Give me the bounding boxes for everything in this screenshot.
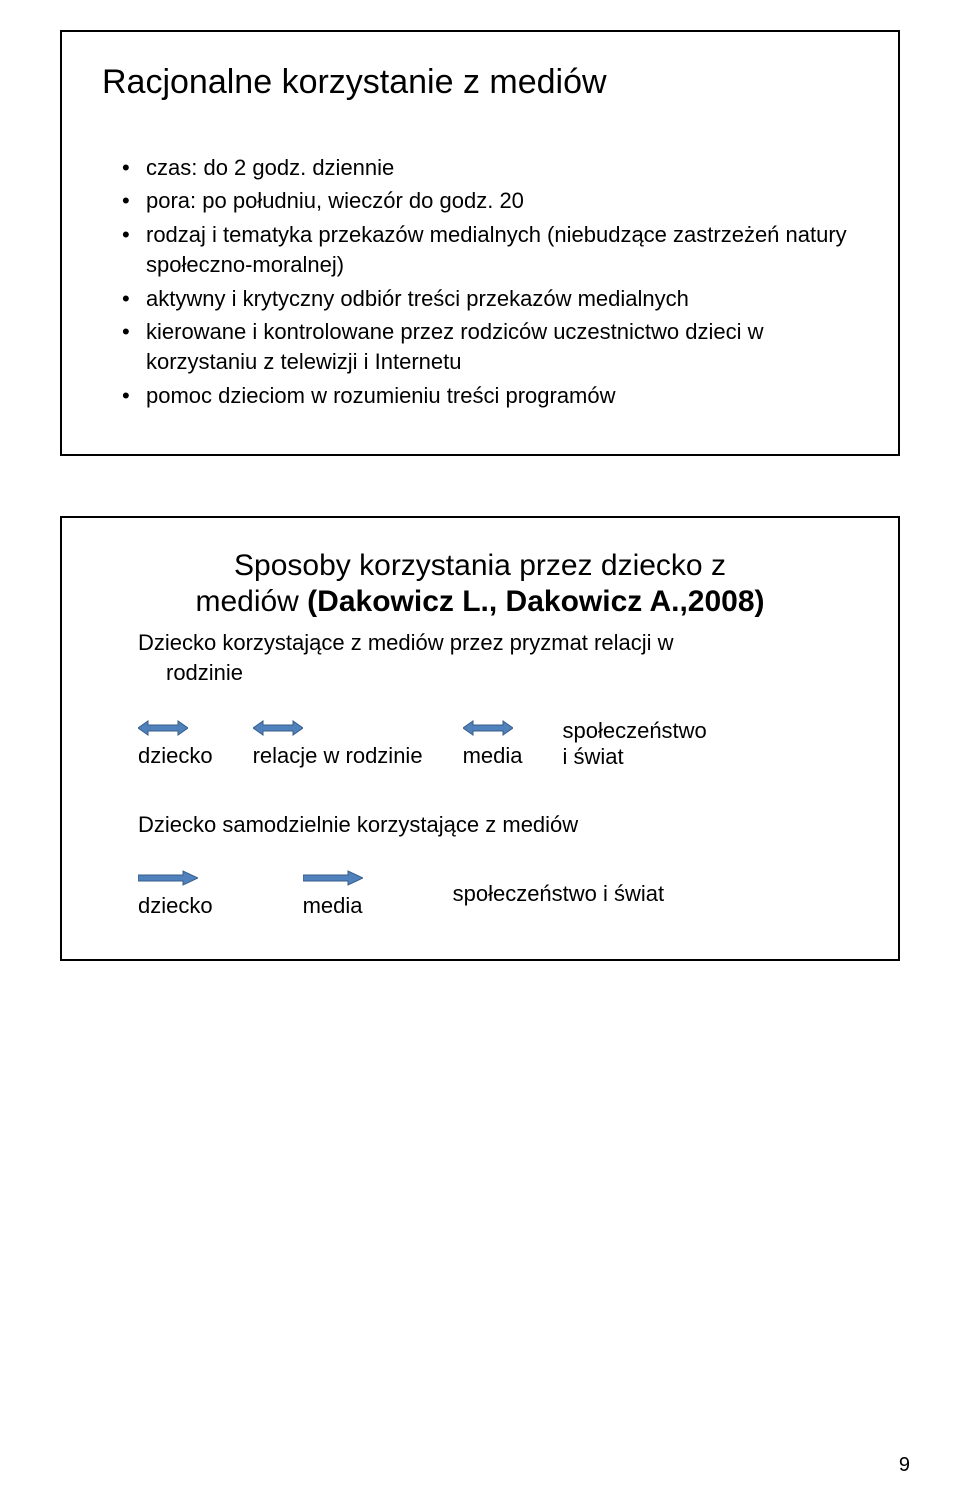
slide2-title: Sposoby korzystania przez dziecko z medi… xyxy=(102,548,858,620)
page: Racjonalne korzystanie z mediów czas: do… xyxy=(0,0,960,1497)
page-number: 9 xyxy=(899,1454,910,1477)
row1-cell-3: media xyxy=(463,719,523,769)
list-item: pora: po południu, wieczór do godz. 20 xyxy=(122,186,858,216)
slide2-subtitle-indent: rodzinie xyxy=(138,658,858,688)
double-arrow-icon xyxy=(138,719,188,737)
slide-1: Racjonalne korzystanie z mediów czas: do… xyxy=(60,30,900,456)
list-item: czas: do 2 godz. dziennie xyxy=(122,153,858,183)
row2-label-2: media xyxy=(303,893,363,919)
right-arrow-icon xyxy=(303,869,363,887)
slide-2: Sposoby korzystania przez dziecko z medi… xyxy=(60,516,900,961)
row1-cell-2: relacje w rodzinie xyxy=(253,719,423,769)
row2-cell-1: dziecko xyxy=(138,869,213,919)
slide2-title-line2-bold: (Dakowicz L., Dakowicz A.,2008) xyxy=(307,585,764,618)
row2-cell-3: społeczeństwo i świat xyxy=(453,881,665,907)
list-item: pomoc dzieciom w rozumieniu treści progr… xyxy=(122,381,858,411)
right-arrow-icon xyxy=(138,869,198,887)
row2-label-3: społeczeństwo i świat xyxy=(453,881,665,907)
slide2-title-line1: Sposoby korzystania przez dziecko z xyxy=(234,549,726,582)
row2: dziecko media społeczeństwo i świat xyxy=(102,869,858,919)
row2-label-1: dziecko xyxy=(138,893,213,919)
slide1-list: czas: do 2 godz. dziennie pora: po połud… xyxy=(102,153,858,411)
double-arrow-icon xyxy=(253,719,303,737)
double-arrow-icon xyxy=(463,719,513,737)
slide2-title-line2-prefix: mediów xyxy=(195,585,307,618)
slide1-title: Racjonalne korzystanie z mediów xyxy=(102,62,858,103)
row1: dziecko relacje w rodzinie xyxy=(102,718,858,770)
row2-cell-2: media xyxy=(303,869,363,919)
row1-cell-1: dziecko xyxy=(138,719,213,769)
slide2-subtitle: Dziecko korzystające z mediów przez pryz… xyxy=(102,628,858,687)
row1-label-4a: społeczeństwo xyxy=(562,718,706,744)
row1-label-1: dziecko xyxy=(138,743,213,769)
row1-label-2: relacje w rodzinie xyxy=(253,743,423,769)
list-item: rodzaj i tematyka przekazów medialnych (… xyxy=(122,220,858,279)
list-item: aktywny i krytyczny odbiór treści przeka… xyxy=(122,284,858,314)
row1-label-3: media xyxy=(463,743,523,769)
row1-label-4b: i świat xyxy=(562,744,623,770)
slide2-subtitle-line1: Dziecko korzystające z mediów przez pryz… xyxy=(138,630,674,655)
slide2-section2: Dziecko samodzielnie korzystające z medi… xyxy=(102,810,858,840)
row1-cell-4: społeczeństwo i świat xyxy=(562,718,706,770)
list-item: kierowane i kontrolowane przez rodziców … xyxy=(122,317,858,376)
